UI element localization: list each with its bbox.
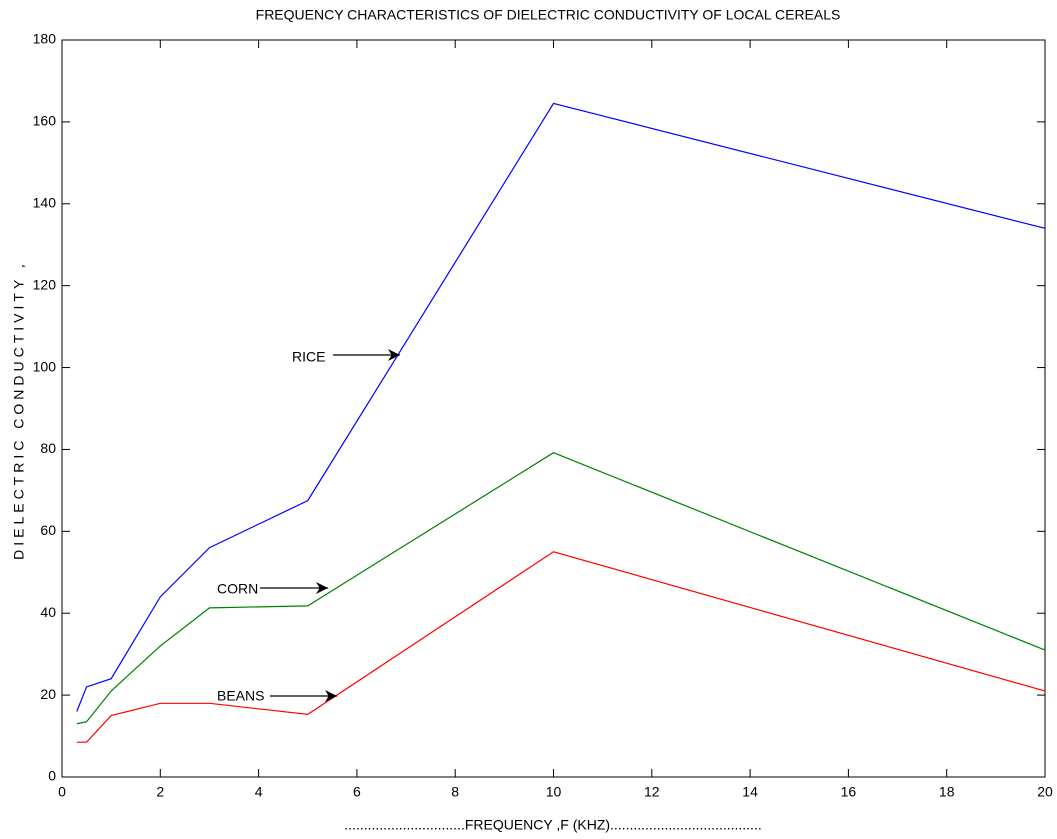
x-tick-label: 8 xyxy=(451,784,459,800)
x-tick-label: 10 xyxy=(546,784,562,800)
y-axis-label: DIELECTRIC CONDUCTIVITY , xyxy=(11,260,27,560)
data-line xyxy=(76,102,1046,712)
y-tick-label: 20 xyxy=(40,686,56,702)
chart-title: FREQUENCY CHARACTERISTICS OF DIELECTRIC … xyxy=(256,7,841,23)
x-tick-label: 2 xyxy=(156,784,164,800)
plot-frame xyxy=(61,39,1046,778)
data-line xyxy=(76,452,1046,725)
y-tick-label: 180 xyxy=(33,31,57,47)
y-tick-label: 40 xyxy=(40,604,56,620)
y-tick-label: 140 xyxy=(33,194,57,210)
y-tick-label: 120 xyxy=(33,276,57,292)
data-line xyxy=(76,551,1046,743)
x-tick-label: 0 xyxy=(58,784,66,800)
x-axis-label: ...............................FREQUENCY… xyxy=(344,817,761,833)
x-tick-label: 6 xyxy=(353,784,361,800)
y-tick-label: 60 xyxy=(40,522,56,538)
y-tick-label: 80 xyxy=(40,440,56,456)
x-tick-label: 4 xyxy=(255,784,263,800)
y-tick-label: 0 xyxy=(48,768,56,784)
y-tick-label: 100 xyxy=(33,358,57,374)
annotation: CORN xyxy=(217,581,258,597)
x-tick-label: 12 xyxy=(644,784,660,800)
x-tick-label: 14 xyxy=(742,784,758,800)
annotation: BEANS xyxy=(217,688,264,704)
y-tick-label: 160 xyxy=(33,113,57,129)
annotation: RICE xyxy=(292,349,325,365)
x-tick-label: 18 xyxy=(939,784,955,800)
x-tick-label: 16 xyxy=(841,784,857,800)
x-tick-label: 20 xyxy=(1037,784,1053,800)
